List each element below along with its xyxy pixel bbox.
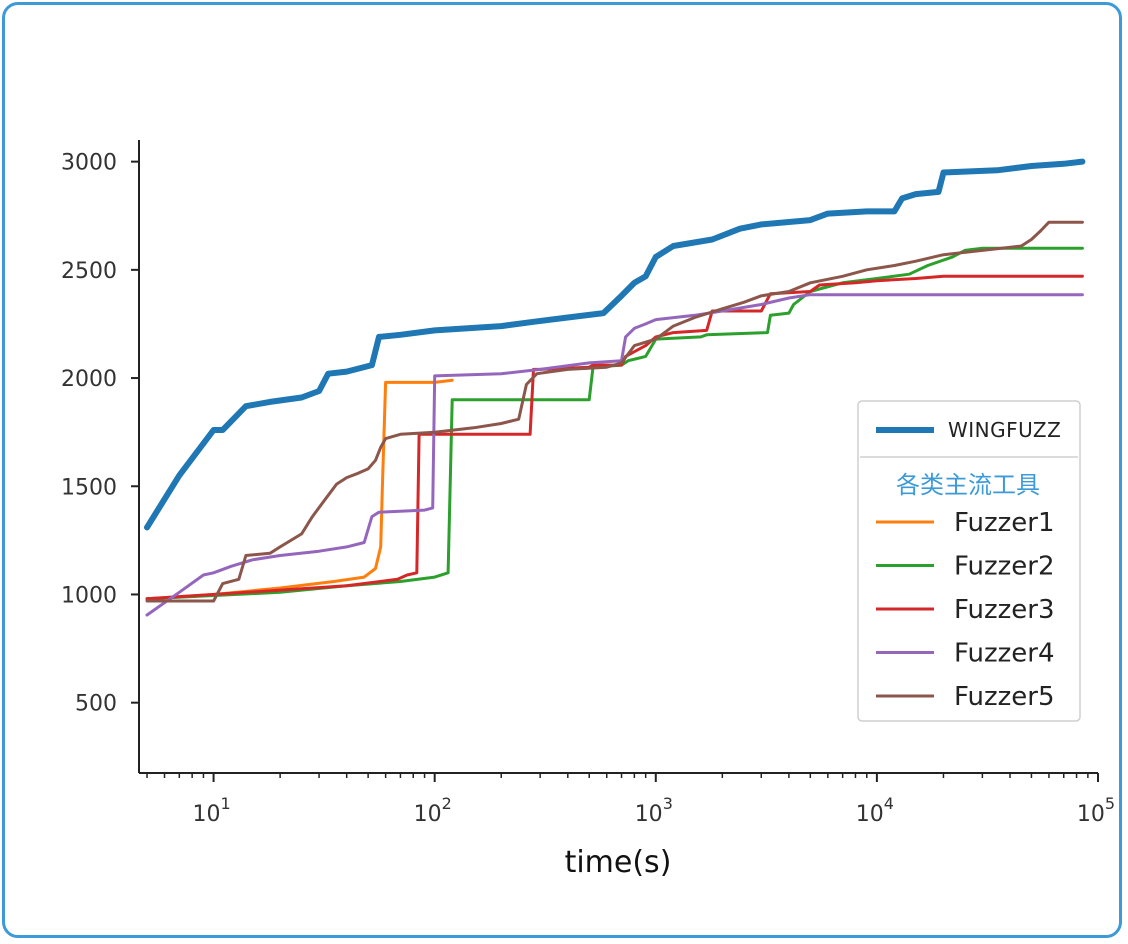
x-tick-base: 10 xyxy=(856,802,884,827)
legend-box xyxy=(857,400,1081,722)
legend: WINGFUZZ 各类主流工具 Fuzzer1 Fuzzer2 Fuzzer3 Fuzze… xyxy=(857,400,1081,722)
legend-label-fuzzer2: Fuzzer2 xyxy=(954,552,1055,582)
x-tick-label: 103 xyxy=(635,794,673,827)
x-tick-label: 105 xyxy=(1077,794,1115,827)
x-tick-base: 10 xyxy=(1077,802,1105,827)
y-tick-label: 3000 xyxy=(61,151,117,176)
y-tick-label: 2500 xyxy=(61,259,117,284)
x-tick-exponent: 1 xyxy=(220,794,230,813)
legend-label-fuzzer3: Fuzzer3 xyxy=(954,595,1055,625)
series-line-fuzzer2 xyxy=(145,246,1084,601)
y-tick-label: 500 xyxy=(75,692,117,717)
series-line-fuzzer5 xyxy=(145,220,1084,603)
y-tick-label: 1500 xyxy=(61,475,117,500)
legend-label-fuzzer5: Fuzzer5 xyxy=(954,682,1055,712)
legend-label-wingfuzz: WINGFUZZ xyxy=(948,418,1061,442)
series-line-fuzzer1 xyxy=(145,378,454,601)
x-tick-base: 10 xyxy=(635,802,663,827)
x-tick-label: 102 xyxy=(414,794,452,827)
x-tick-base: 10 xyxy=(414,802,442,827)
x-tick-label: 101 xyxy=(192,794,230,827)
x-tick-label: 104 xyxy=(856,794,894,827)
x-tick-exponent: 4 xyxy=(884,794,894,813)
x-tick-base: 10 xyxy=(192,802,220,827)
legend-section-title: 各类主流工具 xyxy=(896,471,1040,499)
x-tick-exponent: 3 xyxy=(663,794,673,813)
x-axis-title: time(s) xyxy=(565,845,672,880)
y-tick-label: 2000 xyxy=(61,367,117,392)
series-layer xyxy=(144,158,1086,617)
x-tick-exponent: 5 xyxy=(1105,794,1115,813)
x-tick-exponent: 2 xyxy=(442,794,452,813)
y-tick-label: 1000 xyxy=(61,583,117,608)
legend-label-fuzzer4: Fuzzer4 xyxy=(954,639,1055,669)
legend-label-fuzzer1: Fuzzer1 xyxy=(954,508,1055,538)
series-line-wingfuzz xyxy=(144,158,1086,531)
